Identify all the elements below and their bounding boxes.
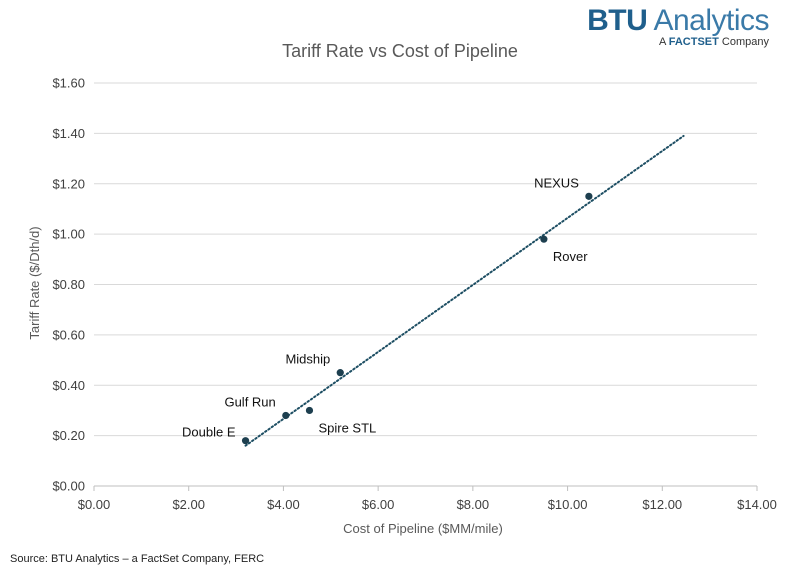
data-point [241, 437, 250, 445]
source-note: Source: BTU Analytics – a FactSet Compan… [10, 553, 265, 565]
data-points [241, 192, 593, 445]
y-tick-label: $0.60 [52, 327, 85, 342]
data-point [305, 406, 314, 415]
y-tick-label: $1.00 [52, 227, 85, 242]
data-label: NEXUS [534, 175, 579, 190]
logo-product: Analytics [653, 4, 769, 37]
y-tick-label: $0.80 [52, 277, 85, 292]
data-label: Rover [553, 249, 588, 264]
y-tick-label: $1.40 [52, 126, 85, 141]
x-tick-label: $8.00 [457, 497, 490, 512]
x-tick-label: $0.00 [78, 497, 111, 512]
logo-sub-suffix: Company [721, 36, 769, 48]
data-label: Spire STL [318, 420, 376, 435]
data-point [540, 235, 548, 243]
x-tick-label: $2.00 [172, 497, 205, 512]
y-axis-label: Tariff Rate ($/Dth/d) [27, 226, 42, 339]
logo-sub-prefix: A [658, 36, 666, 48]
data-point [282, 411, 290, 420]
data-label: Gulf Run [224, 394, 275, 409]
axes [93, 485, 758, 491]
trendline-group [244, 134, 685, 447]
trendline [244, 134, 685, 447]
logo-wordmark: BTU Analytics [587, 4, 769, 38]
data-label: Double E [182, 425, 236, 440]
x-tick-label: $10.00 [548, 497, 588, 512]
x-tick-label: $14.00 [737, 497, 777, 512]
y-tick-label: $1.60 [52, 76, 85, 91]
data-point [336, 369, 344, 377]
logo-sub-brand: FACTSET [668, 36, 719, 48]
y-tick-label: $0.40 [52, 378, 85, 393]
logo-tagline: A FACTSET Company [587, 36, 769, 48]
tick-labels: $0.00 $0.20 $0.40 $0.60 $0.80 $1.00 $1.20 $1.40… [52, 76, 776, 513]
y-tick-label: $1.20 [52, 176, 85, 191]
gridlines [94, 82, 757, 437]
btu-analytics-logo: BTU Analytics A FACTSET Company [587, 4, 769, 48]
logo-brand: BTU [587, 4, 648, 37]
data-labels: Double E Gulf Run Spire STL Midship Rover NEX… [182, 175, 588, 439]
x-tick-label: $4.00 [267, 497, 300, 512]
y-tick-label: $0.00 [52, 479, 85, 494]
x-axis-label: Cost of Pipeline ($MM/mile) [343, 521, 503, 536]
x-tick-label: $12.00 [642, 497, 682, 512]
chart-title: Tariff Rate vs Cost of Pipeline [282, 41, 518, 61]
data-point [585, 192, 593, 200]
x-tick-label: $6.00 [362, 497, 395, 512]
data-label: Midship [285, 352, 330, 367]
y-tick-label: $0.20 [52, 428, 85, 443]
